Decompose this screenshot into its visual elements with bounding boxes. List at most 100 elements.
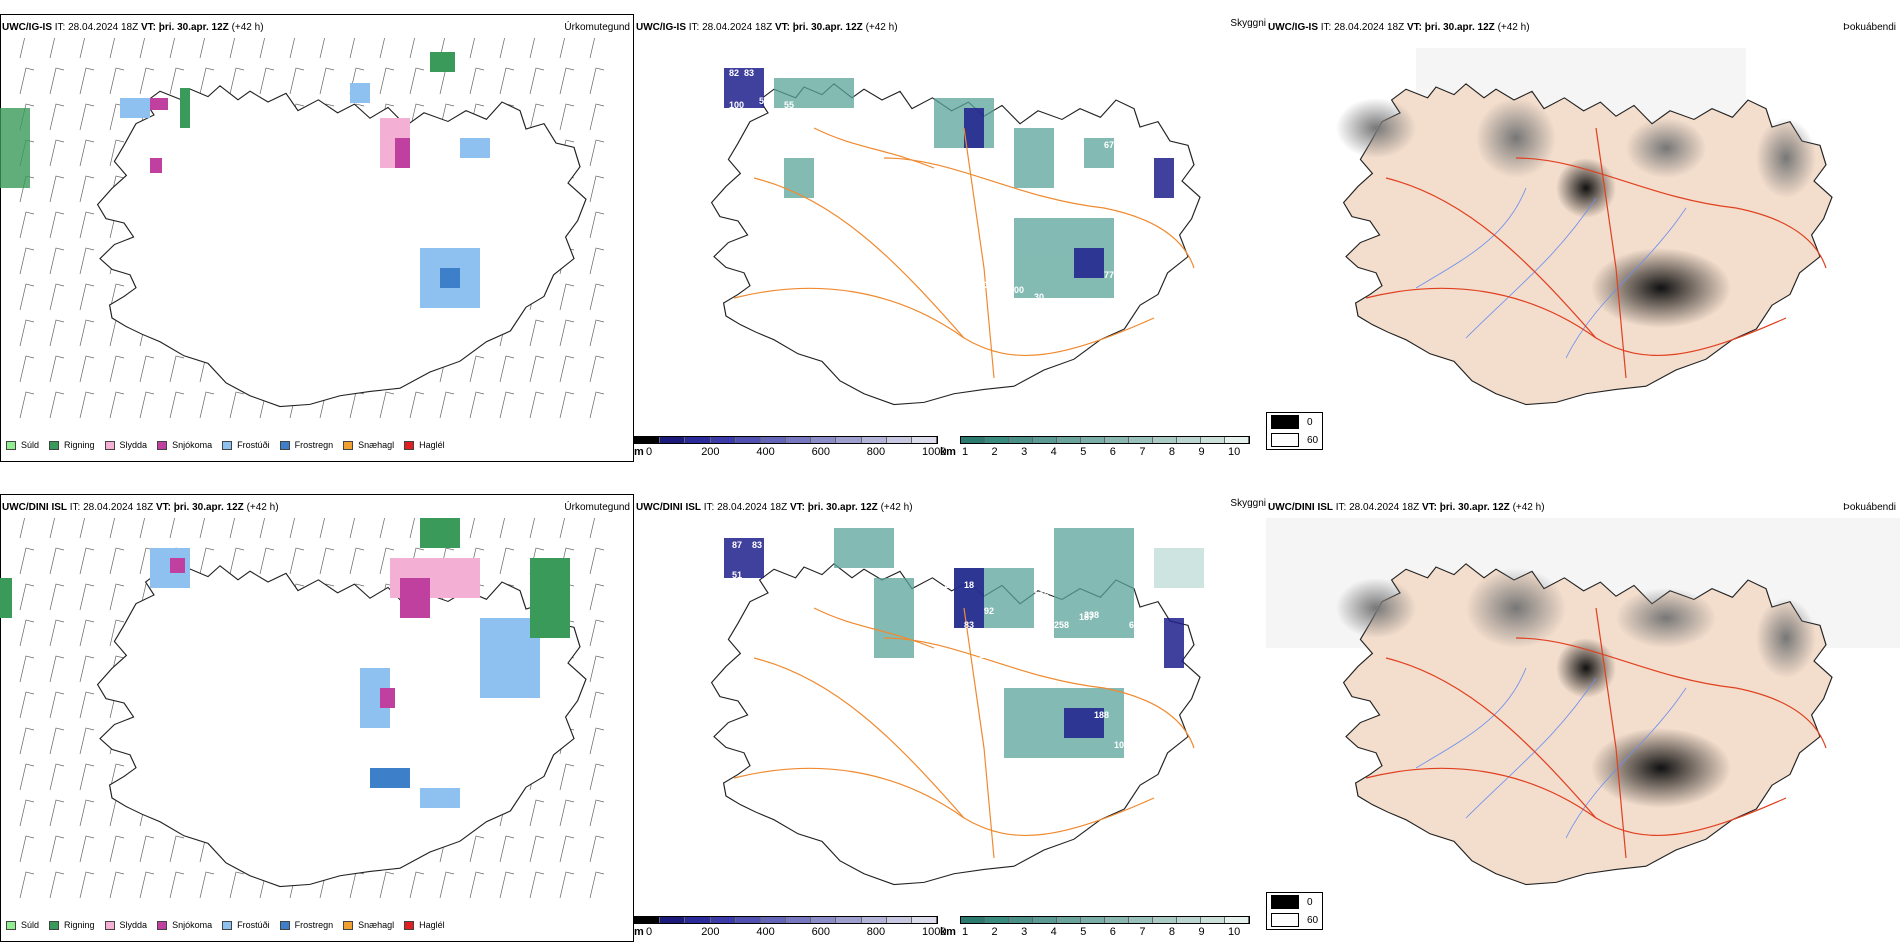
wind-barb (349, 38, 355, 59)
legend-item: Snæhagl (343, 440, 394, 450)
wind-barb (169, 391, 185, 419)
wind-barb (49, 211, 65, 239)
legend-item: Slydda (104, 920, 147, 930)
ceiling-areas (724, 538, 1184, 738)
panel-type-label: Skyggni (1230, 18, 1266, 29)
ceiling-label: 30 (1034, 292, 1044, 302)
colorbar-segment (735, 437, 761, 443)
wind-barb (49, 871, 65, 899)
colorbar-ticks: 1 2 3 4 5 6 7 8 9 10 (962, 446, 1242, 460)
wind-barb (529, 391, 545, 419)
it-label: IT: (703, 502, 715, 513)
wind-barb (529, 355, 545, 383)
legend-item: Slydda (104, 440, 147, 450)
wind-barb (499, 67, 515, 95)
ceiling-label: 156 (1034, 590, 1049, 600)
colorbar-segment (1033, 437, 1057, 443)
colorbar-tick-label: 9 (1198, 926, 1205, 938)
colorbar-tick-label: 5 (1080, 446, 1087, 458)
wind-barb (19, 799, 35, 827)
cloud-panel-row2: UWC/DINI ISL IT: 28.04.2024 18Z VT: þri.… (634, 494, 1266, 942)
wind-barb (49, 355, 65, 383)
colorbar-segment (1057, 917, 1081, 923)
vt-value: þri. 30.apr. 12Z (173, 502, 244, 513)
colorbar-tick-label: 600 (811, 926, 830, 938)
wind-barb (79, 763, 95, 791)
colorbar-segment (1057, 437, 1081, 443)
colorbar-tick-label: 1000 (922, 446, 947, 458)
colorbar-tick-label: 4 (1050, 926, 1057, 938)
legend-item: Snjókoma (157, 920, 212, 930)
legend-item: Frostregn (279, 920, 333, 930)
colorbar-segment (911, 437, 938, 443)
ceiling-label: 83 (752, 540, 762, 550)
wind-barb (289, 38, 295, 59)
ceiling-label: 55 (784, 100, 794, 110)
wind-barb (559, 283, 575, 311)
wind-barb (229, 871, 245, 899)
colorbar-unit: m (634, 446, 644, 458)
wind-barb (379, 871, 395, 899)
colorbar-tick-label: 200 (701, 926, 720, 938)
wind-barb (559, 103, 575, 131)
ceiling-label: 101 (1114, 740, 1129, 750)
wind-barb (229, 38, 235, 59)
wind-barb (19, 355, 35, 383)
wind-barb (349, 871, 365, 899)
wind-barb (49, 67, 65, 95)
legend-label: Haglél (419, 440, 445, 450)
legend-label: Snjókoma (172, 920, 213, 930)
wind-barb (49, 139, 65, 167)
wind-barb (589, 655, 605, 683)
wind-barb (19, 727, 35, 755)
legend-swatch (104, 440, 115, 450)
cloud-panel-row1: UWC/IG-IS IT: 28.04.2024 18Z VT: þri. 30… (634, 14, 1266, 462)
wind-barb (49, 727, 65, 755)
it-value: 28.04.2024 18Z (717, 502, 788, 513)
wind-barb (109, 583, 125, 611)
wind-barb (439, 391, 455, 419)
roads (733, 607, 1195, 859)
legend-swatch (49, 440, 60, 450)
wind-barb (589, 103, 605, 131)
precip-map (0, 38, 605, 419)
colorbar-segment (961, 917, 985, 923)
wind-barb (79, 247, 95, 275)
wind-barb (49, 583, 65, 611)
colorbar-segment (1225, 437, 1249, 443)
wind-barb (529, 799, 545, 827)
fog-legend-swatch-60 (1271, 433, 1299, 447)
wind-barb (49, 319, 65, 347)
colorbar-ticks: 0 200 400 600 800 1000 (646, 446, 946, 460)
wind-barb (49, 835, 65, 863)
wind-barb (19, 247, 35, 275)
wind-barb (499, 547, 515, 575)
vt-label: VT: (774, 22, 790, 33)
colorbar-tick-label: 7 (1139, 926, 1146, 938)
legend-label: Snæhagl (358, 440, 395, 450)
wind-barb (559, 319, 575, 347)
vt-value: þri. 30.apr. 12Z (1439, 502, 1510, 513)
colorbar-tick-label: 10 (1228, 926, 1241, 938)
wind-barb (379, 547, 395, 575)
precip-areas (0, 518, 570, 808)
colorbar-segment (861, 437, 887, 443)
colorbar-tick-label: 600 (811, 446, 830, 458)
colorbar-segment (961, 437, 985, 443)
wind-barb (109, 67, 125, 95)
colorbar-segment (1105, 917, 1129, 923)
wind-barb (589, 691, 605, 719)
wind-barb (139, 871, 155, 899)
wind-barb (289, 67, 305, 95)
legend-item: Súld (6, 440, 39, 450)
wind-barb (529, 835, 545, 863)
ceiling-areas (724, 68, 1174, 278)
colorbar-segment (660, 437, 686, 443)
colorbar-tick-label: 4 (1050, 446, 1057, 458)
colorbar-segment (635, 437, 661, 443)
wind-barb (319, 38, 325, 59)
wind-barb (49, 38, 55, 59)
ceiling-label: 87 (732, 540, 742, 550)
it-label: IT: (69, 502, 81, 513)
wind-barb (49, 247, 65, 275)
